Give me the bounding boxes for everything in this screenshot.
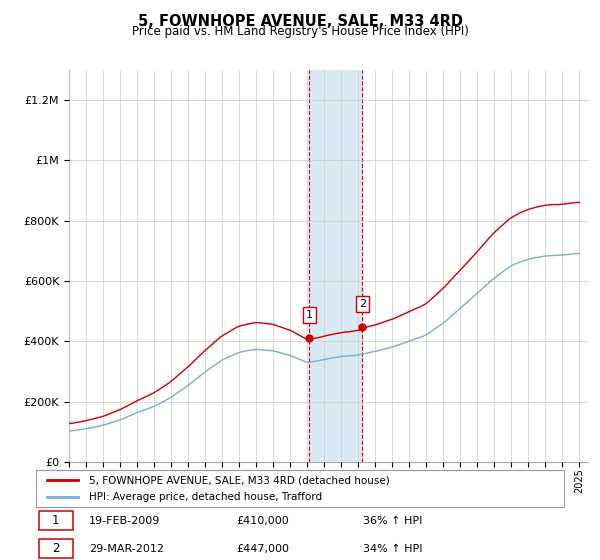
FancyBboxPatch shape — [38, 539, 73, 558]
Text: 1: 1 — [306, 310, 313, 320]
Text: 36% ↑ HPI: 36% ↑ HPI — [364, 516, 423, 526]
Text: 2: 2 — [52, 543, 59, 556]
Text: 5, FOWNHOPE AVENUE, SALE, M33 4RD: 5, FOWNHOPE AVENUE, SALE, M33 4RD — [137, 14, 463, 29]
Text: £410,000: £410,000 — [236, 516, 289, 526]
Text: 1: 1 — [52, 514, 59, 527]
FancyBboxPatch shape — [38, 511, 73, 530]
Text: 2: 2 — [359, 299, 366, 309]
Text: 19-FEB-2009: 19-FEB-2009 — [89, 516, 160, 526]
Text: £447,000: £447,000 — [236, 544, 290, 554]
FancyBboxPatch shape — [36, 470, 564, 507]
Bar — [310, 70, 362, 462]
Text: 34% ↑ HPI: 34% ↑ HPI — [364, 544, 423, 554]
Text: 5, FOWNHOPE AVENUE, SALE, M33 4RD (detached house): 5, FOWNHOPE AVENUE, SALE, M33 4RD (detac… — [89, 475, 389, 485]
Text: 29-MAR-2012: 29-MAR-2012 — [89, 544, 164, 554]
Text: HPI: Average price, detached house, Trafford: HPI: Average price, detached house, Traf… — [89, 492, 322, 502]
Text: Price paid vs. HM Land Registry's House Price Index (HPI): Price paid vs. HM Land Registry's House … — [131, 25, 469, 38]
